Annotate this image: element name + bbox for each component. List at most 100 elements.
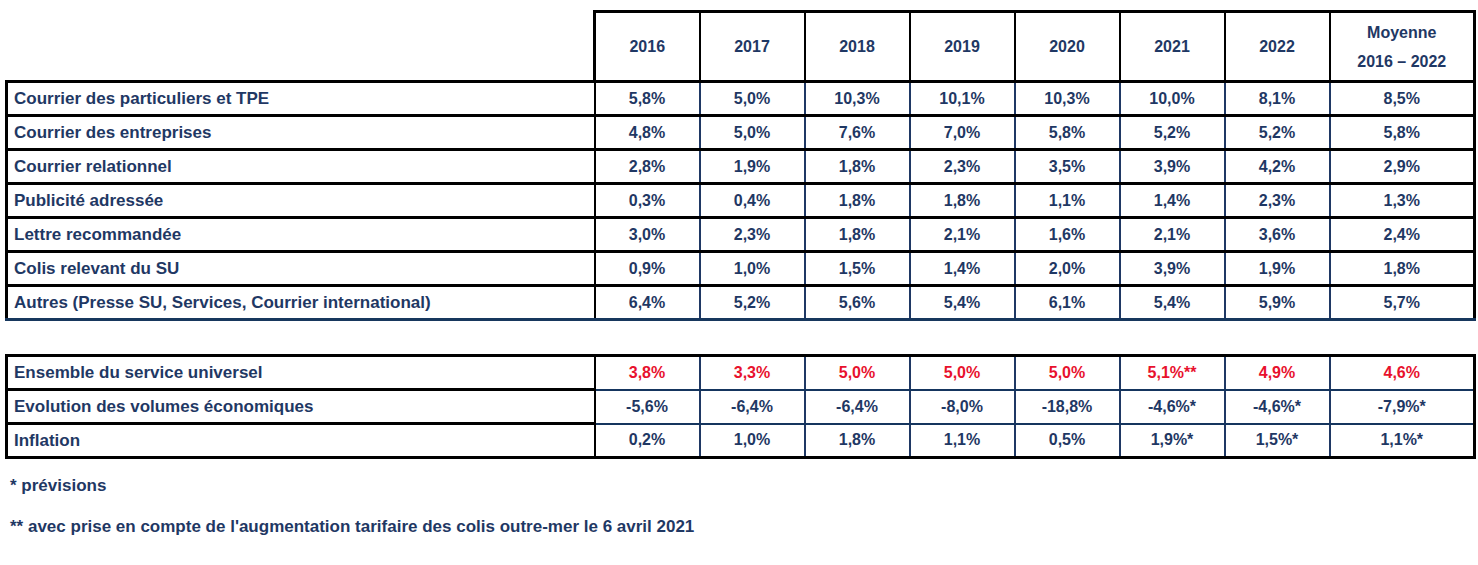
cell: 2,3% — [1225, 184, 1330, 218]
cell-average: 2,9% — [1330, 150, 1475, 184]
summary-table: Ensemble du service universel 3,8% 3,3% … — [5, 354, 1476, 459]
table-row-courrier-entreprises: Courrier des entreprises 4,8% 5,0% 7,6% … — [7, 116, 1475, 150]
cell: 7,6% — [805, 116, 910, 150]
cell: 6,4% — [595, 286, 700, 320]
cell: 7,0% — [910, 116, 1015, 150]
cell: 3,0% — [595, 218, 700, 252]
table-row-inflation: Inflation 0,2% 1,0% 1,8% 1,1% 0,5% 1,9%*… — [7, 424, 1475, 458]
cell: 5,2% — [700, 286, 805, 320]
cell: 5,9% — [1225, 286, 1330, 320]
cell: 1,4% — [910, 252, 1015, 286]
cell: 3,3% — [700, 356, 805, 390]
footnote-previsions: * prévisions — [5, 476, 1473, 496]
row-label: Ensemble du service universel — [7, 356, 595, 390]
table-row-ensemble-su: Ensemble du service universel 3,8% 3,3% … — [7, 356, 1475, 390]
row-label: Courrier des entreprises — [7, 116, 595, 150]
cell: 5,2% — [1120, 116, 1225, 150]
cell: -4,6%* — [1225, 390, 1330, 424]
cell: 2,0% — [1015, 252, 1120, 286]
cell-average: 2,4% — [1330, 218, 1475, 252]
cell: 1,8% — [805, 184, 910, 218]
cell: 1,1% — [910, 424, 1015, 458]
header-row: 2016 2017 2018 2019 2020 2021 2022 Moyen… — [7, 12, 1475, 82]
cell-average: 1,8% — [1330, 252, 1475, 286]
row-label: Publicité adressée — [7, 184, 595, 218]
tariff-table: 2016 2017 2018 2019 2020 2021 2022 Moyen… — [5, 10, 1476, 321]
table-row-courrier-relationnel: Courrier relationnel 2,8% 1,9% 1,8% 2,3%… — [7, 150, 1475, 184]
header-year-2020: 2020 — [1015, 12, 1120, 82]
cell: 1,6% — [1015, 218, 1120, 252]
cell: 1,5% — [805, 252, 910, 286]
cell: 4,2% — [1225, 150, 1330, 184]
cell: 1,9%* — [1120, 424, 1225, 458]
header-year-2018: 2018 — [805, 12, 910, 82]
table-row-colis-su: Colis relevant du SU 0,9% 1,0% 1,5% 1,4%… — [7, 252, 1475, 286]
cell: 5,0% — [700, 82, 805, 116]
cell: 1,0% — [700, 252, 805, 286]
table-row-publicite-adressee: Publicité adressée 0,3% 0,4% 1,8% 1,8% 1… — [7, 184, 1475, 218]
tables-area: 2016 2017 2018 2019 2020 2021 2022 Moyen… — [5, 10, 1473, 537]
header-year-2016: 2016 — [595, 12, 700, 82]
cell: 0,2% — [595, 424, 700, 458]
header-average: Moyenne 2016 – 2022 — [1330, 12, 1475, 82]
row-label: Courrier relationnel — [7, 150, 595, 184]
cell: 10,3% — [1015, 82, 1120, 116]
cell: 8,1% — [1225, 82, 1330, 116]
cell: 1,1% — [1015, 184, 1120, 218]
cell: 5,6% — [805, 286, 910, 320]
cell: 0,5% — [1015, 424, 1120, 458]
row-label: Lettre recommandée — [7, 218, 595, 252]
cell: -6,4% — [700, 390, 805, 424]
cell: 2,8% — [595, 150, 700, 184]
row-label: Evolution des volumes économiques — [7, 390, 595, 424]
cell: 10,3% — [805, 82, 910, 116]
cell: 3,6% — [1225, 218, 1330, 252]
page: 2016 2017 2018 2019 2020 2021 2022 Moyen… — [0, 0, 1478, 565]
cell: 1,0% — [700, 424, 805, 458]
cell: 3,5% — [1015, 150, 1120, 184]
cell-average: 4,6% — [1330, 356, 1475, 390]
row-label: Courrier des particuliers et TPE — [7, 82, 595, 116]
row-label: Autres (Presse SU, Services, Courrier in… — [7, 286, 595, 320]
header-year-2022: 2022 — [1225, 12, 1330, 82]
cell: 10,0% — [1120, 82, 1225, 116]
cell: 3,9% — [1120, 150, 1225, 184]
cell: 5,0% — [700, 116, 805, 150]
cell: 2,1% — [1120, 218, 1225, 252]
header-average-line1: Moyenne — [1331, 18, 1474, 47]
cell-average: 1,1%* — [1330, 424, 1475, 458]
header-year-2019: 2019 — [910, 12, 1015, 82]
footnote-colis-outre-mer: ** avec prise en compte de l'augmentatio… — [5, 517, 1473, 537]
cell: 1,8% — [805, 424, 910, 458]
cell: 1,9% — [700, 150, 805, 184]
cell-average: 5,8% — [1330, 116, 1475, 150]
table-row-lettre-recommandee: Lettre recommandée 3,0% 2,3% 1,8% 2,1% 1… — [7, 218, 1475, 252]
cell-average: 8,5% — [1330, 82, 1475, 116]
cell: 5,0% — [805, 356, 910, 390]
header-average-line2: 2016 – 2022 — [1331, 47, 1474, 76]
cell: 5,1%** — [1120, 356, 1225, 390]
cell: -4,6%* — [1120, 390, 1225, 424]
table-row-courrier-particuliers: Courrier des particuliers et TPE 5,8% 5,… — [7, 82, 1475, 116]
cell: 2,3% — [910, 150, 1015, 184]
cell-average: 1,3% — [1330, 184, 1475, 218]
cell: 3,9% — [1120, 252, 1225, 286]
cell: 5,0% — [1015, 356, 1120, 390]
cell: -18,8% — [1015, 390, 1120, 424]
cell: 0,4% — [700, 184, 805, 218]
header-year-2021: 2021 — [1120, 12, 1225, 82]
cell: 1,8% — [805, 150, 910, 184]
cell: 1,4% — [1120, 184, 1225, 218]
cell: 1,9% — [1225, 252, 1330, 286]
cell: -8,0% — [910, 390, 1015, 424]
cell: 4,9% — [1225, 356, 1330, 390]
table-row-autres: Autres (Presse SU, Services, Courrier in… — [7, 286, 1475, 320]
cell: 5,2% — [1225, 116, 1330, 150]
cell: 1,8% — [805, 218, 910, 252]
cell: 4,8% — [595, 116, 700, 150]
cell: 10,1% — [910, 82, 1015, 116]
cell: 1,8% — [910, 184, 1015, 218]
table-row-evolution-volumes: Evolution des volumes économiques -5,6% … — [7, 390, 1475, 424]
cell: 2,1% — [910, 218, 1015, 252]
cell: 5,4% — [910, 286, 1015, 320]
